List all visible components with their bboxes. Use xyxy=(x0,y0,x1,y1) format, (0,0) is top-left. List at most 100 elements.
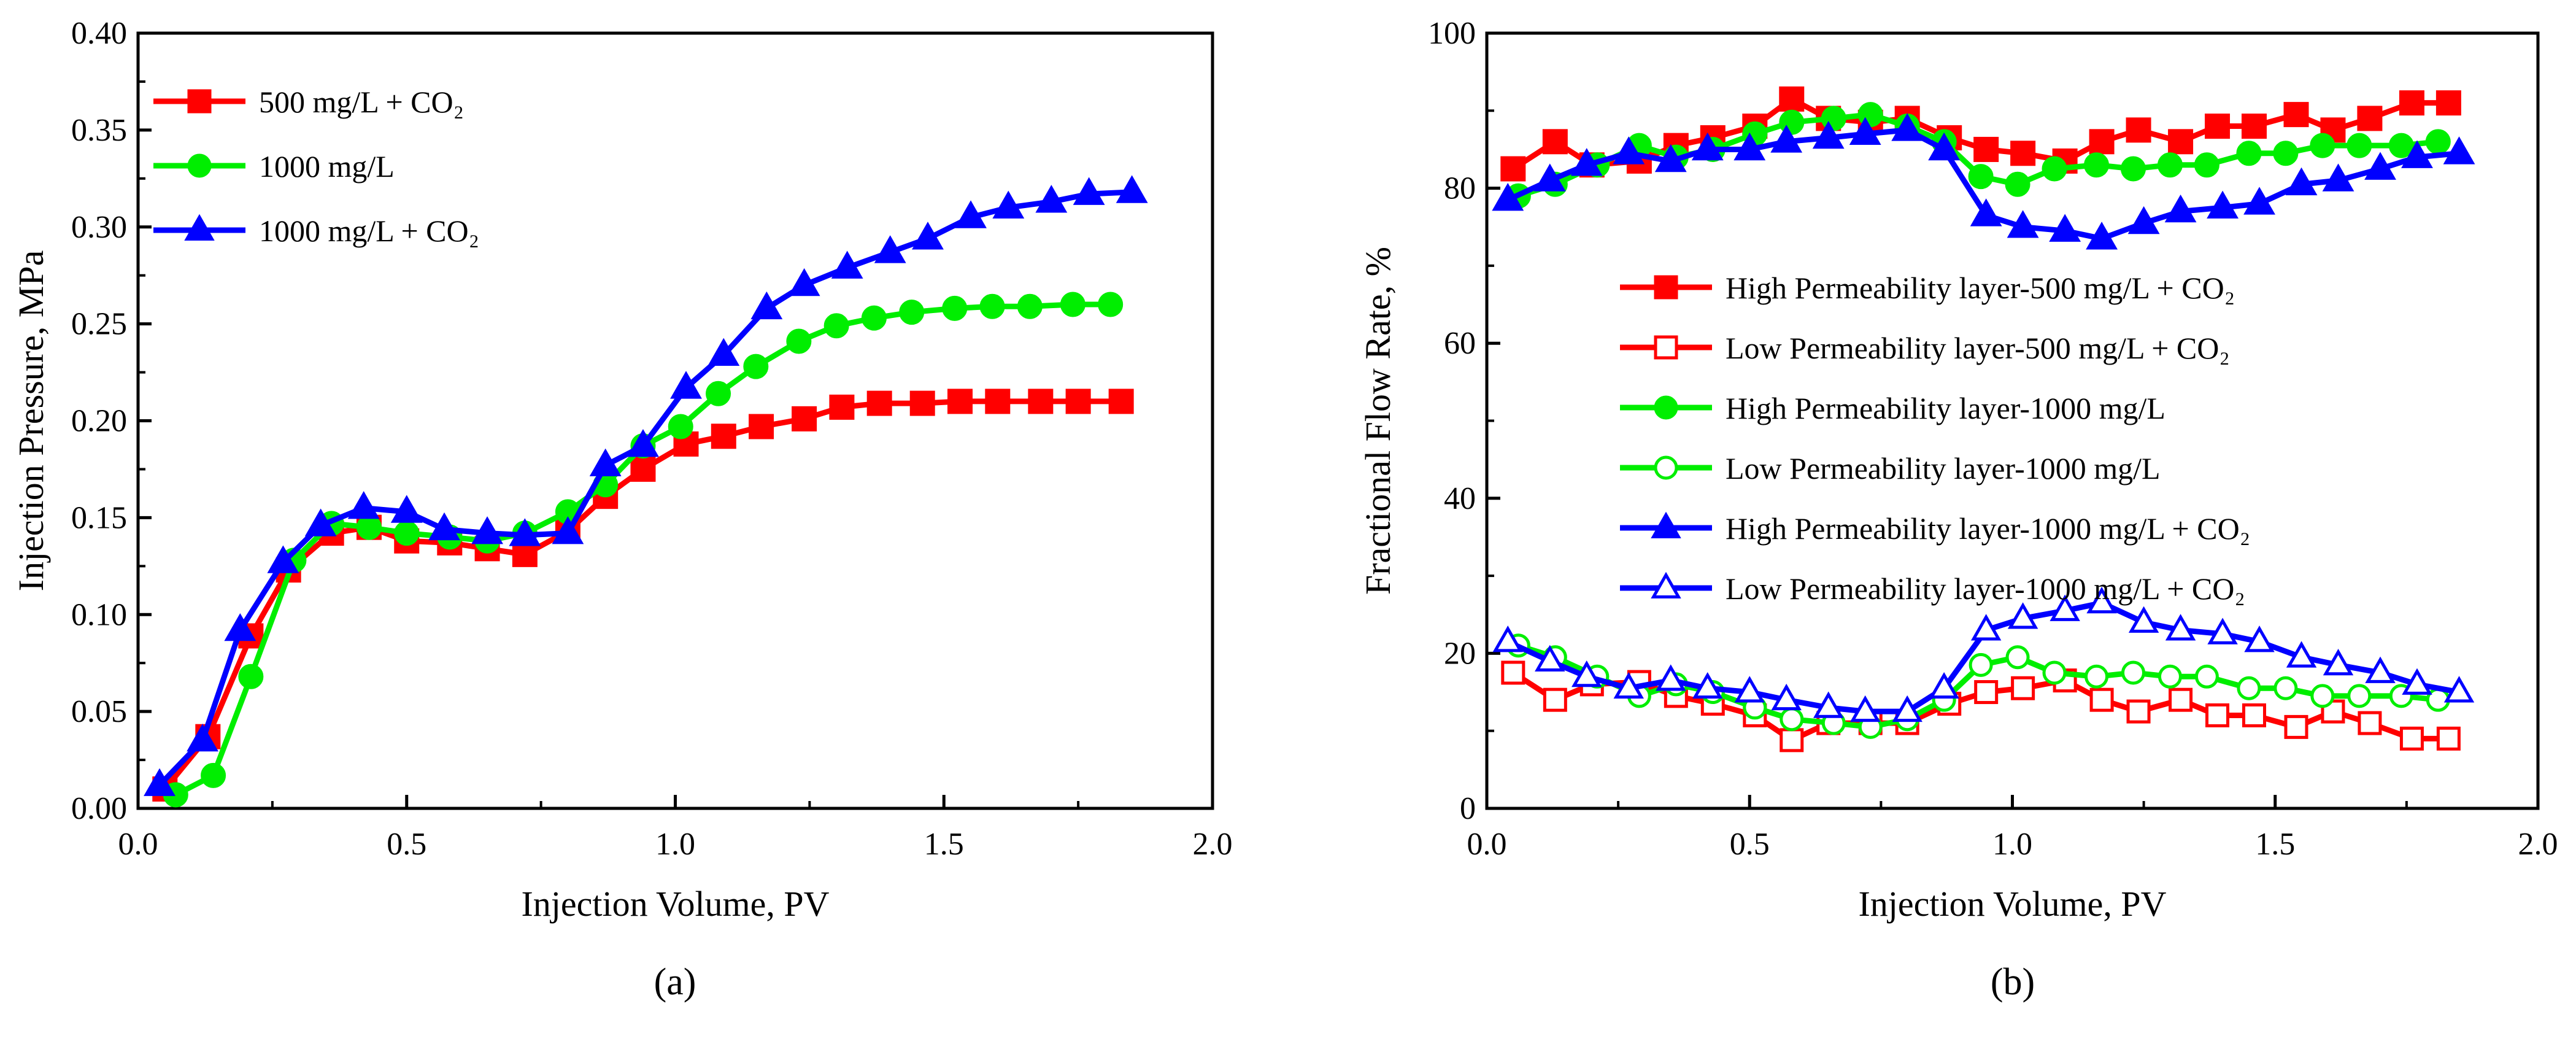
data-point xyxy=(1570,148,1603,176)
legend-item: High Permeability layer-500 mg/L + CO₂ xyxy=(1620,271,2235,305)
data-point xyxy=(589,448,622,476)
data-point xyxy=(2242,703,2266,727)
data-point xyxy=(1035,185,1068,213)
data-point xyxy=(1929,671,1959,699)
data-point xyxy=(942,295,968,321)
data-point xyxy=(1028,389,1054,414)
data-point xyxy=(985,389,1011,414)
legend-item: 1000 mg/L xyxy=(153,149,395,184)
legend-label: 500 mg/L + CO₂ xyxy=(259,85,464,119)
data-point xyxy=(267,545,299,573)
legend-label: Low Permeability layer-500 mg/L + CO₂ xyxy=(1726,331,2230,365)
data-point xyxy=(1734,676,1765,703)
data-point xyxy=(2011,676,2035,700)
data-point xyxy=(1968,164,1994,190)
data-point xyxy=(2128,606,2159,633)
data-point xyxy=(909,390,935,416)
data-point xyxy=(874,235,906,263)
x-tick-label: 1.0 xyxy=(1992,827,2032,862)
legend-marker xyxy=(1651,511,1681,538)
data-point xyxy=(1780,728,1804,753)
legend-item: Low Permeability layer-1000 mg/L xyxy=(1620,451,2161,486)
legend: 500 mg/L + CO₂ 1000 mg/L 1000 mg/L + CO₂ xyxy=(153,85,479,248)
data-point xyxy=(2237,676,2261,700)
legend-marker xyxy=(187,89,212,114)
data-point xyxy=(2205,703,2230,727)
data-point xyxy=(2402,668,2432,695)
data-point xyxy=(2164,194,2197,223)
data-point xyxy=(187,723,218,752)
data-point xyxy=(356,514,382,540)
legend-item: Low Permeability layer-500 mg/L + CO₂ xyxy=(1620,331,2230,365)
legend-marker xyxy=(1654,275,1678,300)
data-point xyxy=(2443,136,2475,164)
data-point xyxy=(2310,684,2335,708)
data-point xyxy=(2084,152,2110,178)
y-tick-label: 0.40 xyxy=(71,16,127,51)
data-point xyxy=(2388,133,2414,158)
series-1 xyxy=(163,292,1124,808)
data-point xyxy=(1108,389,1134,414)
data-point xyxy=(2425,129,2451,155)
data-point xyxy=(786,328,812,354)
legend-marker xyxy=(1654,335,1678,360)
data-point xyxy=(2005,645,2030,670)
data-point xyxy=(2273,676,2298,700)
legend-item: 1000 mg/L + CO₂ xyxy=(153,214,479,248)
data-point xyxy=(2157,152,2183,178)
data-point xyxy=(992,190,1025,219)
data-point xyxy=(2435,90,2461,116)
data-point xyxy=(749,414,774,439)
legend-label: High Permeability layer-500 mg/L + CO₂ xyxy=(1726,271,2235,305)
y-axis-title: Fractional Flow Rate, % xyxy=(1358,247,1398,595)
series-2 xyxy=(144,175,1148,796)
legend-marker xyxy=(1651,571,1681,598)
data-point xyxy=(2127,206,2160,234)
data-point xyxy=(552,516,584,544)
data-point xyxy=(668,414,693,439)
data-point xyxy=(1017,293,1043,319)
data-point xyxy=(861,305,887,331)
data-point xyxy=(630,456,656,482)
data-point xyxy=(1779,86,1805,112)
data-point xyxy=(2084,664,2109,689)
data-point xyxy=(471,516,503,544)
data-point xyxy=(2207,190,2239,219)
data-point xyxy=(1970,614,2002,641)
x-axis-title: Injection Volume, PV xyxy=(1858,884,2166,924)
legend-marker xyxy=(184,214,215,241)
series-4 xyxy=(1492,113,2475,250)
x-tick-label: 0.5 xyxy=(1730,827,1770,862)
data-point xyxy=(2086,587,2117,614)
legend-label: 1000 mg/L + CO₂ xyxy=(259,214,479,248)
data-point xyxy=(2284,714,2308,739)
data-point xyxy=(1492,183,1524,211)
data-point xyxy=(1969,652,1993,677)
data-point xyxy=(1892,695,1922,722)
x-tick-label: 0.0 xyxy=(118,827,158,862)
data-point xyxy=(2273,141,2299,166)
y-tick-label: 0.35 xyxy=(71,113,127,148)
series-line xyxy=(157,189,1132,788)
data-point xyxy=(2436,726,2461,751)
data-point xyxy=(2399,90,2424,116)
data-point xyxy=(670,371,702,399)
data-point xyxy=(2194,152,2219,178)
x-tick-label: 0.0 xyxy=(1467,827,1507,862)
data-point xyxy=(2205,114,2231,139)
data-point xyxy=(1973,136,1999,162)
x-tick-label: 2.0 xyxy=(1193,827,1233,862)
data-point xyxy=(2158,664,2182,689)
data-point xyxy=(1571,660,1602,687)
x-tick-label: 1.0 xyxy=(655,827,695,862)
data-point xyxy=(2401,140,2433,168)
data-point xyxy=(1492,625,1523,652)
legend-item: High Permeability layer-1000 mg/L xyxy=(1620,391,2165,425)
x-tick-label: 0.5 xyxy=(387,827,426,862)
data-point xyxy=(428,512,460,541)
data-point xyxy=(1060,292,1086,317)
data-point xyxy=(1065,389,1091,414)
data-point xyxy=(2168,129,2194,155)
data-point xyxy=(2443,676,2475,703)
